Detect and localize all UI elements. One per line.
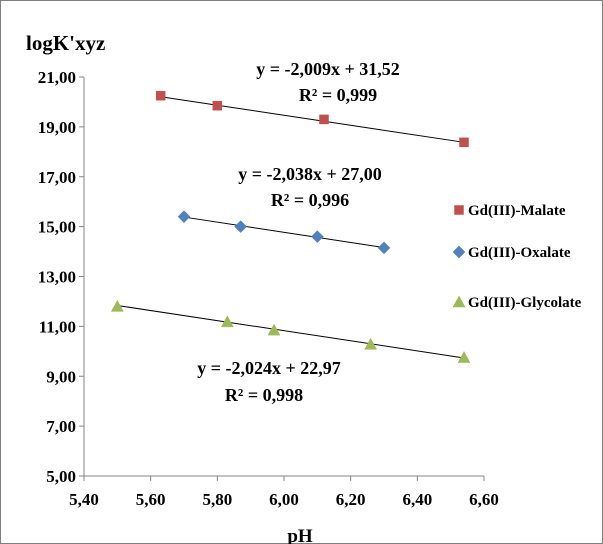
y-tick-label: 13,00 [38, 268, 76, 287]
x-tick-label: 6,60 [469, 490, 499, 509]
x-tick-label: 6,40 [402, 490, 432, 509]
legend: Gd(III)-Malate Gd(III)-Oxalate Gd(III)-Gly… [452, 203, 582, 311]
data-point [364, 337, 378, 350]
legend-marker [452, 245, 466, 259]
data-point [319, 114, 329, 125]
data-point [177, 210, 191, 224]
x-tick-label: 5,80 [202, 490, 232, 509]
data-point [267, 323, 281, 336]
y-tick-label: 15,00 [38, 218, 76, 237]
equation-malate: y = -2,009x + 31,52 [256, 59, 400, 79]
trendlines [117, 96, 465, 359]
data-point [234, 220, 248, 233]
trendline-1 [183, 216, 385, 249]
x-tick-label: 6,20 [336, 490, 366, 509]
y-tick-label: 5,00 [46, 467, 76, 486]
y-tick-label: 21,00 [38, 68, 76, 87]
x-tick-label: 5,60 [136, 490, 166, 509]
axes: 5,00 7,00 9,00 11,00 13,00 15,00 17,00 19,00 21,… [38, 68, 499, 509]
data-point [155, 90, 166, 101]
legend-label: Gd(III)-Oxalate [468, 245, 571, 261]
data-point [212, 100, 223, 111]
data-point [459, 137, 469, 148]
data-point [110, 299, 124, 312]
legend-label: Gd(III)-Glycolate [468, 295, 582, 311]
data-points [110, 90, 471, 363]
y-tick-label: 17,00 [38, 168, 76, 187]
y-tick-label: 7,00 [46, 417, 76, 436]
data-point [377, 241, 391, 255]
legend-label: Gd(III)-Malate [468, 203, 566, 219]
legend-marker [454, 205, 464, 215]
legend-marker [452, 295, 466, 308]
x-axis-label: pH [287, 526, 313, 544]
y-axis-label: logK'xyz [26, 31, 105, 55]
y-tick-label: 9,00 [46, 367, 76, 386]
y-tick-label: 19,00 [38, 118, 76, 137]
x-tick-label: 6,00 [269, 490, 299, 509]
equation-glycolate: y = -2,024x + 22,97 [197, 358, 341, 378]
trendline-2 [117, 304, 465, 359]
data-point [310, 230, 324, 243]
data-point [220, 315, 234, 328]
trendline-0 [160, 96, 465, 143]
r2-malate: R² = 0,999 [299, 85, 377, 105]
data-point [457, 351, 471, 363]
r2-glycolate: R² = 0,998 [225, 385, 303, 405]
x-tick-label: 5,40 [69, 490, 99, 509]
equation-oxalate: y = -2,038x + 27,00 [238, 164, 382, 184]
y-tick-label: 11,00 [39, 317, 76, 336]
r2-oxalate: R² = 0,996 [271, 190, 349, 210]
